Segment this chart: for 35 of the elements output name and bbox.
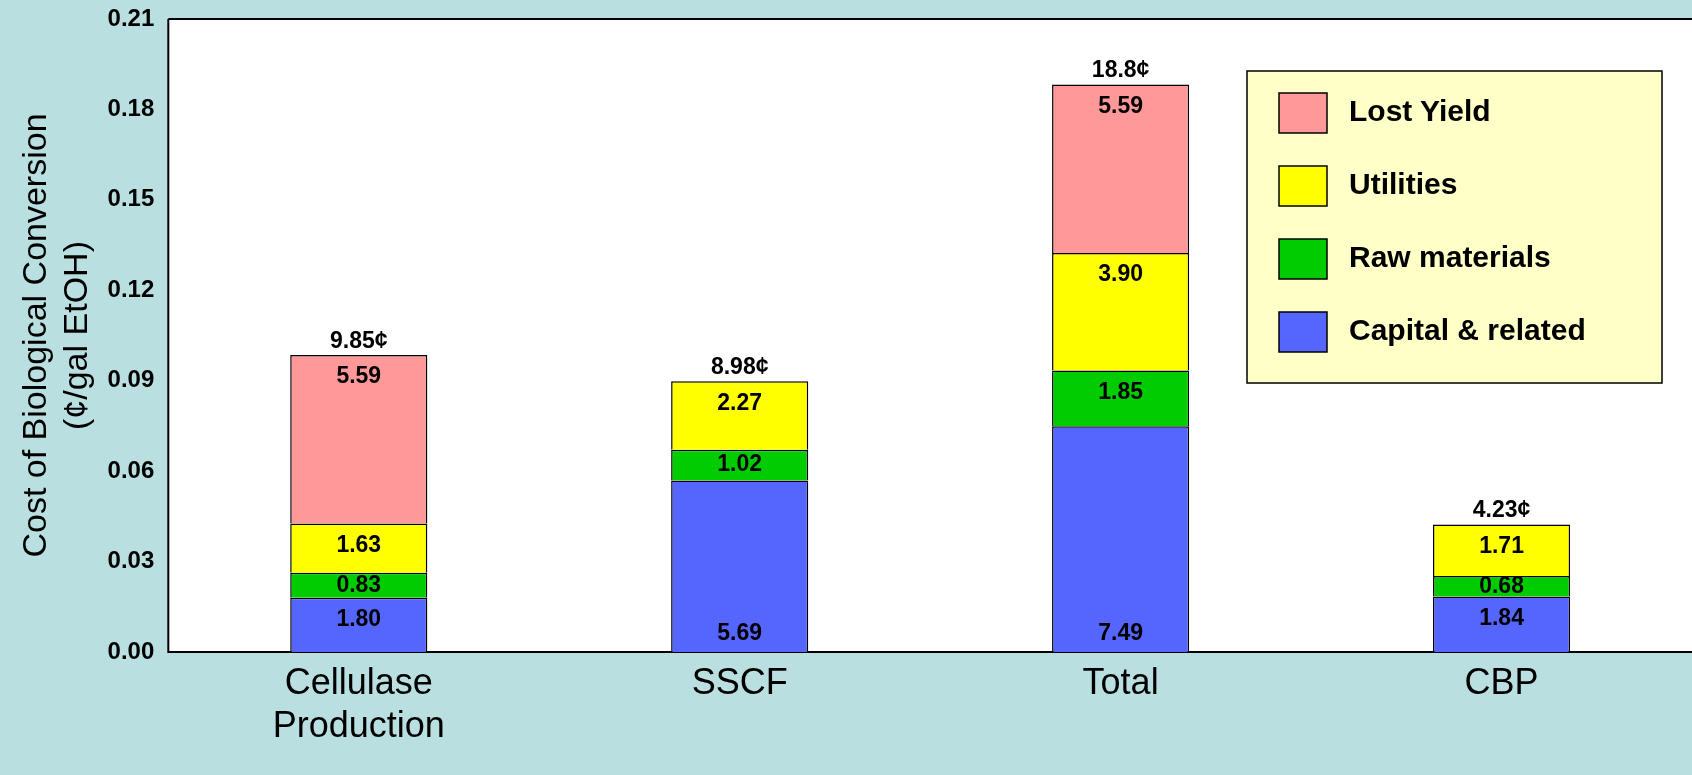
y-tick-label: 0.06	[107, 455, 155, 483]
annotation: 1.02	[717, 450, 763, 477]
total-label: 4.23¢	[1472, 496, 1531, 523]
total-label: 18.8¢	[1091, 56, 1150, 83]
annotation: 5.69	[717, 619, 763, 646]
y-axis-title: Cost of Biological Conversion (¢/gal EtOH)	[14, 113, 94, 558]
annotation: 0.83	[336, 570, 382, 597]
x-tick-label: SSCF	[691, 660, 788, 702]
annotation: 1.63	[336, 530, 382, 557]
annotation: 5.59	[1098, 91, 1143, 118]
y-tick-label: 0.12	[107, 274, 155, 302]
annotation: 7.49	[1098, 619, 1143, 646]
y-tick-label: 0.18	[107, 94, 155, 122]
legend-label: Capital & related	[1349, 313, 1586, 347]
x-tick-label: CBP	[1464, 660, 1539, 702]
annotation: 1.85	[1098, 377, 1144, 404]
legend-label: Utilities	[1349, 167, 1458, 201]
x-tick-label: Cellulase Production	[272, 660, 445, 745]
y-tick-label: 0.15	[107, 184, 155, 212]
legend-label: Raw materials	[1349, 240, 1551, 274]
annotation: 3.90	[1098, 260, 1143, 287]
legend-label: Lost Yield	[1349, 94, 1491, 128]
y-tick-label: 0.09	[107, 365, 155, 393]
annotation: 1.71	[1479, 531, 1525, 558]
annotation: 0.68	[1479, 571, 1525, 598]
annotation: 2.27	[717, 388, 763, 415]
x-tick-label: Total	[1082, 660, 1159, 702]
annotation: 5.59	[336, 362, 382, 389]
total-label: 9.85¢	[329, 326, 388, 353]
y-tick-label: 0.21	[107, 3, 155, 31]
annotation: 1.84	[1479, 603, 1525, 630]
y-tick-label: 0.00	[107, 636, 155, 664]
y-tick-label: 0.03	[107, 546, 155, 574]
annotation: 1.80	[336, 605, 382, 632]
total-label: 8.98¢	[710, 353, 769, 380]
